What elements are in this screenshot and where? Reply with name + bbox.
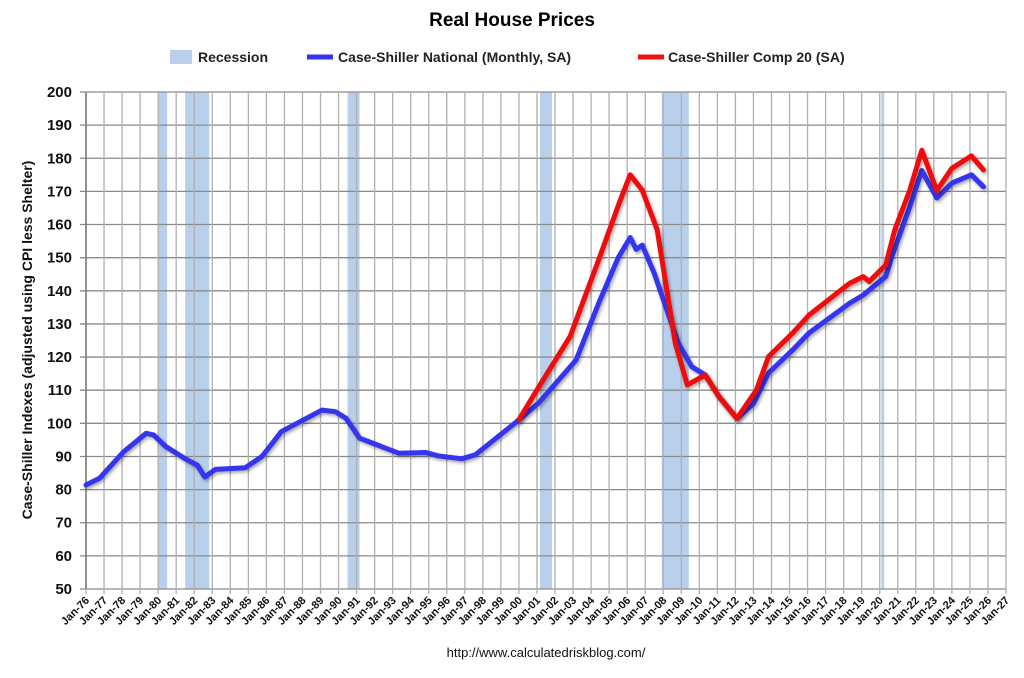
national-series-line (83, 168, 986, 488)
recession-band (185, 92, 210, 589)
recession-band (158, 92, 168, 589)
source-url[interactable]: http://www.calculatedriskblog.com/ (447, 645, 646, 660)
y-tick-label: 70 (55, 515, 72, 532)
recession-band (347, 92, 360, 589)
legend-comp20-label: Case-Shiller Comp 20 (SA) (668, 49, 845, 65)
legend-recession-swatch (170, 50, 192, 64)
y-tick-label: 110 (48, 382, 72, 399)
gridlines (80, 91, 1007, 594)
legend-recession-label: Recession (198, 49, 268, 65)
recession-band (881, 92, 885, 589)
y-tick-label: 90 (55, 448, 72, 465)
comp20-series-line (516, 147, 986, 423)
y-tick-label: 170 (47, 183, 72, 200)
y-tick-label: 200 (47, 84, 72, 101)
y-axis-ticks: 50 60 70 80 90 100 110 120 130 140 150 160 170 180 190… (47, 84, 72, 598)
y-tick-label: 190 (47, 117, 72, 134)
y-axis-label: Case-Shiller Indexes (adjusted using CPI… (19, 161, 35, 520)
series-lines (83, 147, 986, 488)
chart-title: Real House Prices (429, 10, 595, 31)
y-tick-label: 120 (47, 349, 72, 366)
y-tick-label: 100 (47, 415, 72, 432)
recession-band (539, 92, 553, 589)
y-tick-label: 130 (47, 316, 72, 333)
y-tick-label: 60 (55, 548, 72, 565)
y-tick-label: 160 (47, 217, 72, 234)
legend-national-label: Case-Shiller National (Monthly, SA) (338, 49, 571, 65)
y-tick-label: 180 (47, 150, 72, 167)
y-tick-label: 50 (55, 581, 72, 598)
y-tick-label: 80 (55, 482, 72, 499)
legend: Recession Case-Shiller National (Monthly… (170, 49, 845, 65)
y-tick-label: 150 (47, 250, 72, 267)
y-tick-label: 140 (47, 283, 72, 300)
recession-bands (158, 92, 885, 589)
x-axis-ticks: Jan-76Jan-77Jan-78Jan-79Jan-80Jan-81Jan-… (59, 594, 1012, 628)
